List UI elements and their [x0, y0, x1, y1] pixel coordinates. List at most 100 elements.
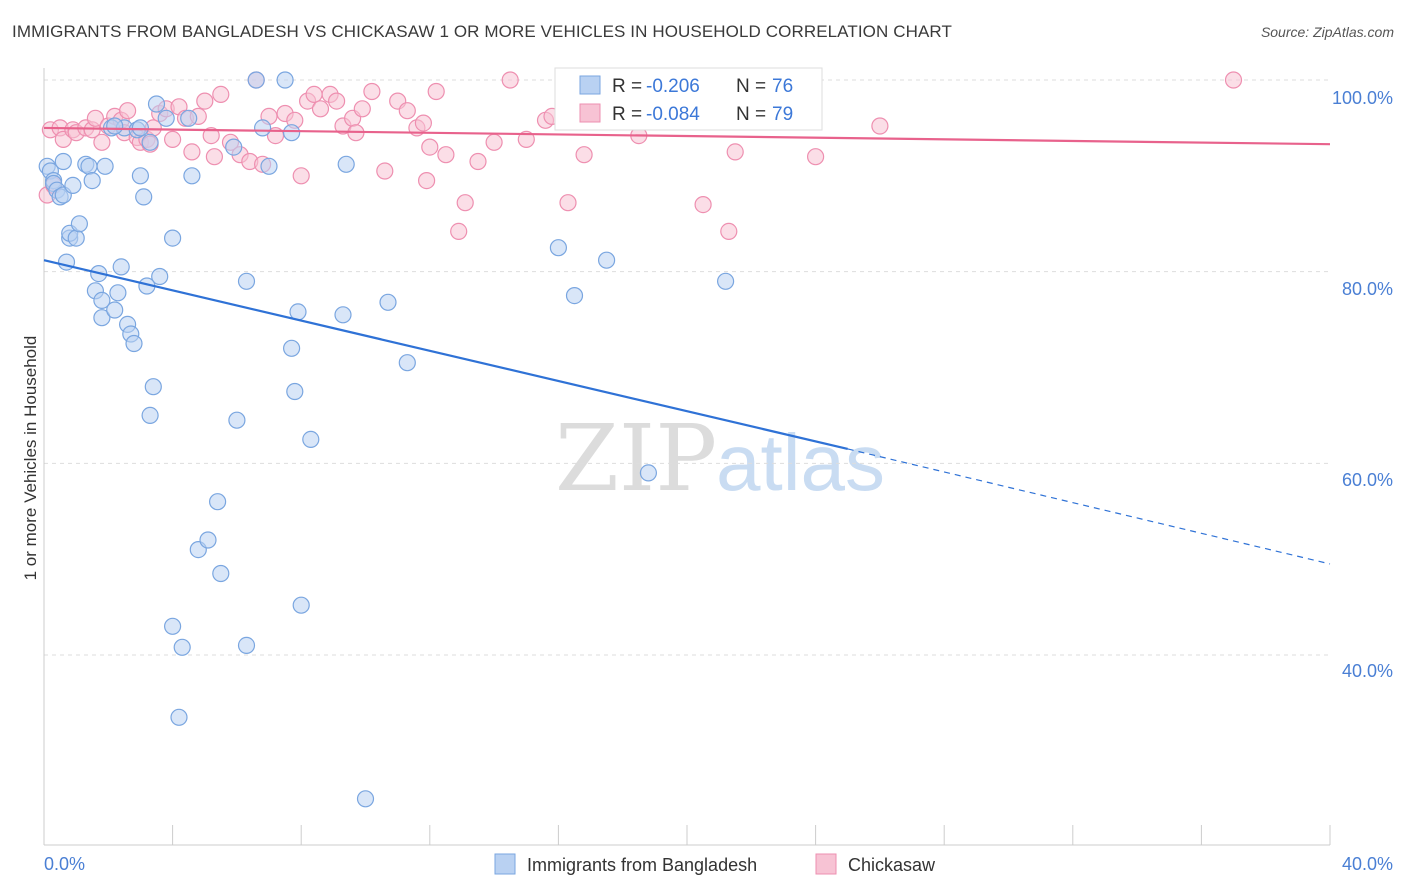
point-bangladesh-24	[109, 284, 127, 302]
trend-line-chickasaw	[43, 126, 1331, 146]
legend-swatch-pink	[579, 103, 601, 123]
point-chickasaw-39	[292, 167, 310, 185]
point-bangladesh-38	[147, 95, 166, 113]
legend-n-value-blue: 76	[772, 76, 793, 97]
point-bangladesh-71	[565, 287, 584, 305]
point-chickasaw-49	[376, 162, 394, 180]
point-bangladesh-55	[247, 71, 265, 89]
point-chickasaw-57	[450, 222, 468, 240]
x-tick-label-min: 0.0%	[44, 854, 85, 874]
point-bangladesh-41	[164, 229, 182, 247]
point-bangladesh-74	[716, 272, 735, 290]
point-chickasaw-55	[427, 82, 445, 101]
point-chickasaw-69	[694, 196, 712, 214]
point-bangladesh-67	[356, 790, 375, 808]
point-bangladesh-43	[170, 708, 188, 726]
bottom-legend-swatch-blue	[494, 853, 516, 875]
point-bangladesh-46	[183, 167, 201, 185]
point-chickasaw-22	[164, 130, 182, 148]
point-bangladesh-56	[254, 119, 272, 137]
point-bangladesh-25	[112, 258, 130, 276]
point-bangladesh-44	[173, 638, 191, 656]
point-bangladesh-45	[180, 109, 198, 127]
point-bangladesh-49	[209, 493, 227, 511]
legend-r-label-blue: R =	[612, 76, 642, 97]
point-bangladesh-57	[260, 157, 278, 175]
point-chickasaw-44	[328, 92, 346, 110]
point-chickasaw-66	[575, 146, 593, 164]
point-chickasaw-53	[418, 172, 436, 190]
point-chickasaw-42	[311, 100, 330, 118]
legend-n-label-pink: N =	[736, 104, 766, 125]
series-bangladesh-points	[38, 71, 735, 808]
point-bangladesh-50	[212, 564, 230, 583]
point-bangladesh-42	[164, 617, 182, 635]
chart-title: IMMIGRANTS FROM BANGLADESH VS CHICKASAW …	[12, 22, 952, 41]
point-chickasaw-27	[196, 92, 214, 110]
point-bangladesh-70	[549, 239, 568, 257]
y-tick-label-100: 100.0%	[1332, 88, 1393, 108]
point-bangladesh-68	[379, 293, 397, 311]
point-bangladesh-29	[125, 334, 143, 353]
point-chickasaw-54	[421, 138, 439, 156]
bottom-legend-label-chickasaw: Chickasaw	[848, 855, 936, 875]
point-bangladesh-23	[106, 301, 124, 319]
grid-lines	[44, 79, 1330, 656]
y-axis-label: 1 or more Vehicles in Household	[21, 336, 40, 581]
point-bangladesh-35	[141, 133, 159, 151]
trend-lines	[43, 126, 1331, 565]
point-bangladesh-51	[225, 138, 243, 156]
point-chickasaw-73	[871, 117, 889, 135]
y-tick-label-40: 40.0%	[1342, 661, 1393, 681]
point-chickasaw-77	[414, 114, 432, 132]
point-bangladesh-13	[70, 215, 89, 233]
legend-n-label-blue: N =	[736, 76, 766, 97]
trend-line-bangladesh	[43, 259, 849, 451]
point-bangladesh-59	[283, 124, 301, 142]
point-bangladesh-52	[228, 411, 246, 429]
point-bangladesh-20	[93, 291, 111, 309]
point-chickasaw-10	[93, 133, 111, 151]
point-chickasaw-58	[456, 194, 474, 212]
legend-r-label-pink: R =	[612, 104, 642, 125]
watermark-atlas: atlas	[716, 418, 885, 507]
point-bangladesh-54	[237, 636, 256, 655]
bottom-legend: Immigrants from Bangladesh Chickasaw	[494, 853, 936, 875]
point-chickasaw-60	[485, 133, 503, 151]
point-bangladesh-15	[80, 157, 98, 175]
point-bangladesh-37	[144, 378, 162, 396]
point-bangladesh-65	[334, 306, 352, 324]
point-bangladesh-21	[96, 157, 114, 175]
point-bangladesh-73	[639, 464, 658, 482]
point-chickasaw-61	[501, 71, 519, 89]
point-bangladesh-63	[292, 596, 310, 614]
trend-line-bangladesh-extension	[847, 448, 1331, 565]
point-chickasaw-56	[437, 146, 455, 164]
point-chickasaw-48	[363, 82, 381, 101]
point-bangladesh-36	[141, 406, 159, 424]
point-chickasaw-75	[205, 148, 223, 166]
point-chickasaw-51	[398, 102, 416, 120]
x-tick-label-max: 40.0%	[1342, 854, 1393, 874]
point-bangladesh-39	[151, 267, 169, 286]
point-chickasaw-70	[720, 222, 738, 240]
y-tick-label-80: 80.0%	[1342, 279, 1393, 299]
point-chickasaw-15	[118, 102, 137, 120]
point-bangladesh-69	[398, 354, 416, 372]
point-chickasaw-29	[212, 85, 230, 104]
point-bangladesh-16	[83, 172, 101, 190]
legend-swatch-blue	[579, 75, 601, 95]
bottom-legend-label-bangladesh: Immigrants from Bangladesh	[527, 855, 757, 875]
point-chickasaw-59	[469, 152, 487, 171]
point-bangladesh-60	[283, 339, 301, 357]
point-bangladesh-19	[93, 309, 111, 327]
legend-n-value-pink: 79	[772, 104, 793, 125]
point-chickasaw-71	[726, 143, 744, 161]
point-bangladesh-58	[276, 71, 294, 89]
point-bangladesh-33	[135, 188, 153, 206]
source-label: Source: ZipAtlas.com	[1260, 24, 1394, 40]
legend-box: R = -0.206 N = 76 R = -0.084 N = 79	[554, 67, 823, 131]
point-chickasaw-9	[86, 109, 105, 127]
point-bangladesh-11	[64, 176, 82, 194]
point-bangladesh-7	[54, 152, 72, 171]
